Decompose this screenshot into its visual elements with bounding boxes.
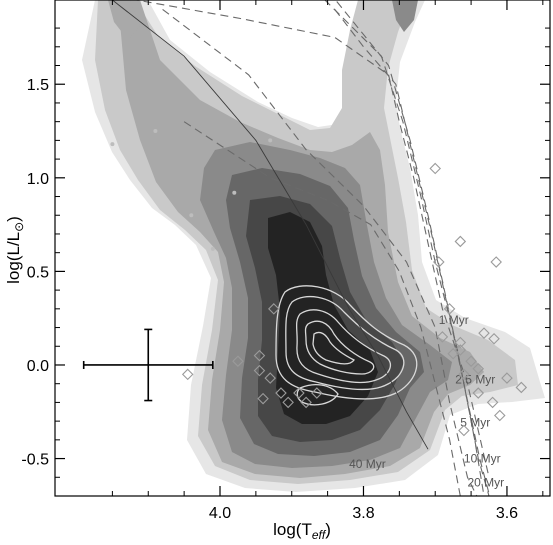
y-tick-label-1: 0.0 xyxy=(27,358,49,375)
isochrone-label-4: 20 Myr xyxy=(468,476,505,490)
diamond-point-16 xyxy=(472,387,485,399)
inner-contour-1 xyxy=(275,285,418,400)
diamond-point-29 xyxy=(293,387,305,399)
isochrones-layer: 1 Myr 2.5 Myr 5 Myr 10 Myr 20 Myr 40 Myr xyxy=(133,0,505,496)
inner-contour-5 xyxy=(312,331,355,365)
gray-dot-5 xyxy=(210,246,215,251)
diamond-point-9 xyxy=(454,344,467,356)
diamond-point-26 xyxy=(275,387,287,399)
y-axis-label-sub: ⊙ xyxy=(12,222,26,232)
diamond-point-20 xyxy=(268,303,280,315)
diamond-point-4 xyxy=(443,303,456,315)
diamond-point-13 xyxy=(458,368,470,381)
isochrone-label-2: 5 Myr xyxy=(460,416,490,430)
diamond-point-19 xyxy=(458,424,470,437)
isochrone-label-5: 40 Myr xyxy=(349,457,386,471)
diamond-point-2 xyxy=(490,256,502,268)
diamond-point-0 xyxy=(429,162,441,175)
giant-branch-blob xyxy=(392,0,418,32)
isochrone-line-2 xyxy=(334,0,490,496)
ticks-layer: 4.0 3.8 3.6 -0.5 0.0 0.5 1.0 1.5 xyxy=(21,0,550,522)
y-axis-label-main: log(L/L xyxy=(4,232,23,284)
isochrone-label-3: 10 Myr xyxy=(464,451,501,465)
gray-dot-3 xyxy=(232,190,237,195)
diamond-point-10 xyxy=(447,347,459,360)
diamond-point-12 xyxy=(472,362,485,375)
isochrone-line-1 xyxy=(324,0,485,496)
gray-dot-1 xyxy=(153,129,158,133)
diamonds-layer xyxy=(181,162,528,437)
diamond-point-28 xyxy=(282,396,294,409)
diamond-point-22 xyxy=(232,355,244,368)
x-tick-label-0: 4.0 xyxy=(209,505,231,522)
inner-contour-3 xyxy=(295,309,392,384)
x-tick-label-1: 3.8 xyxy=(352,505,374,522)
y-axis-label-close: ) xyxy=(4,216,23,222)
gray-dot-0 xyxy=(110,142,115,147)
x-axis-label: log(Teff) xyxy=(273,520,331,542)
gray-dot-2 xyxy=(268,138,273,143)
zams-line xyxy=(111,0,429,450)
y-axis-label: log(L/L⊙) xyxy=(4,216,26,284)
diamond-point-21 xyxy=(253,349,266,362)
isochrone-line-4 xyxy=(162,8,478,496)
diamond-point-27 xyxy=(257,392,269,405)
diamond-point-18 xyxy=(494,409,506,422)
diamond-point-14 xyxy=(501,372,513,384)
diamond-point-17 xyxy=(486,396,499,409)
gray-dots-layer xyxy=(110,129,273,251)
inner-white-contours xyxy=(275,285,418,406)
y-tick-label-2: 0.5 xyxy=(27,264,49,281)
diamond-point-8 xyxy=(454,336,467,349)
inner-contour-4 xyxy=(304,320,375,375)
density-level-7 xyxy=(268,212,378,424)
zams-layer xyxy=(111,0,429,450)
x-axis-label-sub: eff xyxy=(312,528,327,542)
diamond-point-31 xyxy=(311,387,323,399)
diamond-point-3 xyxy=(433,256,445,268)
isochrone-label-0: 1 Myr xyxy=(439,313,469,327)
diamond-point-23 xyxy=(181,368,194,381)
y-tick-label-0: -0.5 xyxy=(21,452,49,469)
x-axis-label-close: ) xyxy=(325,520,331,539)
y-tick-label-3: 1.0 xyxy=(27,171,49,188)
density-contours xyxy=(82,0,545,492)
isochrone-line-5 xyxy=(183,121,461,496)
diamond-point-1 xyxy=(454,235,467,248)
diamond-point-24 xyxy=(253,364,266,377)
isochrone-label-1: 2.5 Myr xyxy=(455,373,495,387)
x-axis-label-main: log(T xyxy=(273,520,312,539)
diamond-point-25 xyxy=(264,372,276,384)
diamond-point-15 xyxy=(515,381,528,394)
inner-contour-6 xyxy=(296,383,339,406)
plot-frame xyxy=(54,0,551,497)
upper-left-dark-blob xyxy=(108,0,140,40)
diamond-point-7 xyxy=(488,332,500,345)
diamond-point-11 xyxy=(465,355,477,368)
y-tick-label-4: 1.5 xyxy=(27,77,49,94)
diamond-point-30 xyxy=(300,396,312,409)
gray-dot-4 xyxy=(189,213,194,218)
diamond-point-5 xyxy=(436,331,449,343)
error-bar-layer xyxy=(82,328,214,402)
diamond-point-6 xyxy=(478,327,490,339)
isochrone-line-3 xyxy=(334,9,491,496)
inner-contour-2 xyxy=(285,295,405,390)
x-tick-label-2: 3.6 xyxy=(496,505,518,522)
